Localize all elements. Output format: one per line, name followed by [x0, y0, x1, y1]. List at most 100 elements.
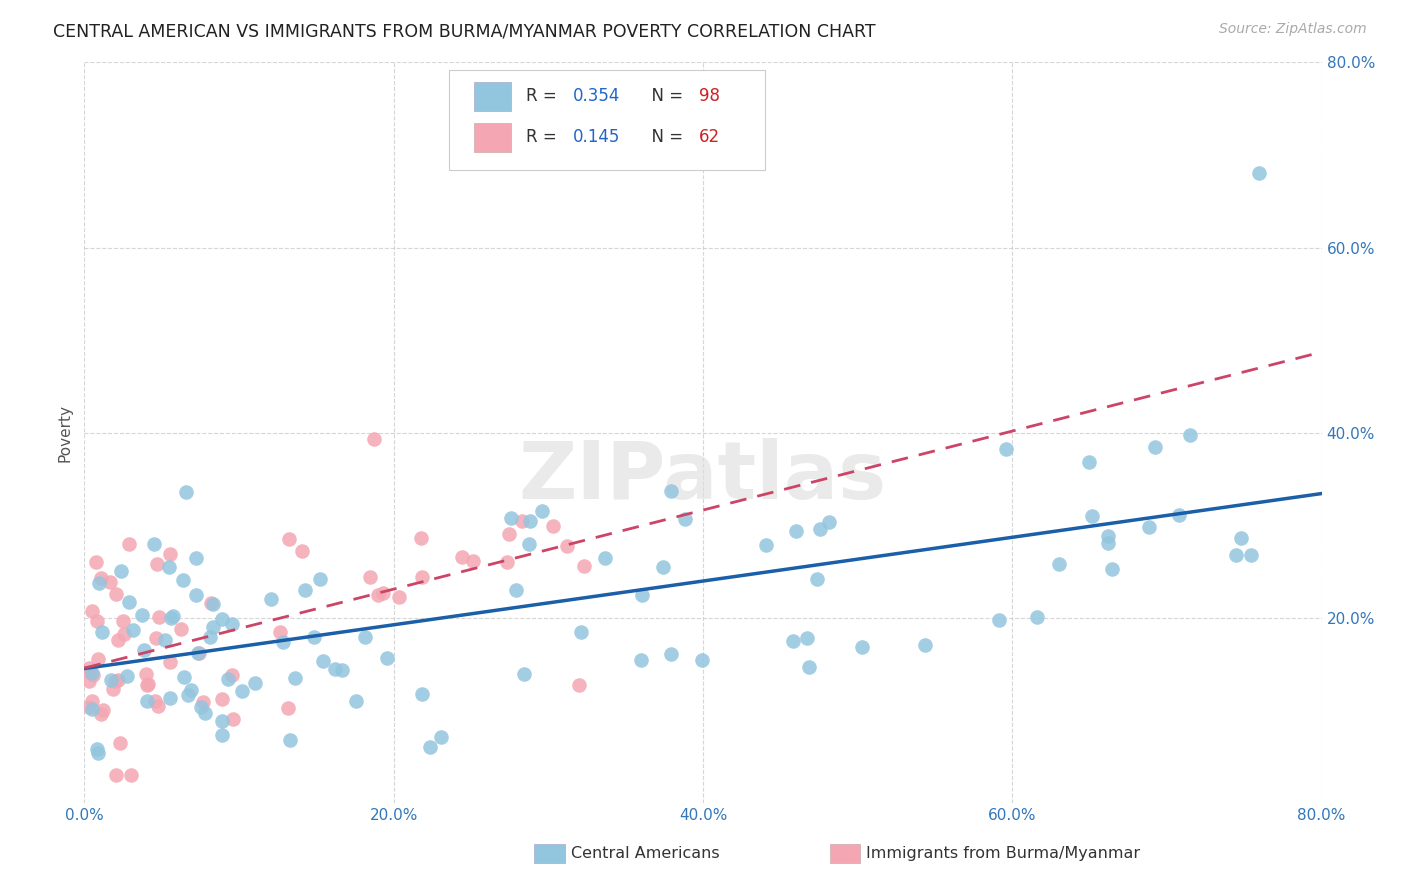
Point: [363, 432, 385, 446]
Point: [198, 630, 221, 644]
Point: [91, 703, 114, 717]
Point: [143, 536, 166, 550]
Point: [134, 642, 156, 657]
Point: [90, 570, 112, 584]
Point: [988, 613, 1011, 627]
Point: [107, 632, 129, 647]
Point: [159, 691, 181, 706]
Point: [173, 670, 195, 684]
Point: [1225, 548, 1247, 562]
Point: [111, 614, 134, 628]
Point: [659, 484, 682, 499]
Text: 0.145: 0.145: [574, 128, 620, 146]
Point: [510, 514, 533, 528]
Point: [271, 635, 294, 649]
Point: [278, 732, 301, 747]
Point: [202, 597, 225, 611]
Point: [1077, 454, 1099, 468]
Point: [513, 667, 536, 681]
Point: [211, 611, 233, 625]
Point: [450, 550, 472, 565]
Point: [755, 538, 778, 552]
Point: [176, 688, 198, 702]
Point: [555, 540, 578, 554]
Point: [785, 524, 807, 538]
Point: [1249, 166, 1271, 180]
Point: [157, 559, 180, 574]
Point: [80, 694, 103, 708]
Point: [501, 510, 523, 524]
Point: [170, 622, 193, 636]
Text: CENTRAL AMERICAN VS IMMIGRANTS FROM BURMA/MYANMAR POVERTY CORRELATION CHART: CENTRAL AMERICAN VS IMMIGRANTS FROM BURM…: [53, 22, 876, 40]
Point: [1143, 440, 1166, 454]
Point: [221, 712, 243, 726]
Point: [91, 625, 114, 640]
Point: [184, 589, 207, 603]
Point: [118, 595, 141, 609]
Point: [630, 653, 652, 667]
Point: [100, 673, 122, 688]
Point: [118, 537, 141, 551]
Point: [200, 596, 222, 610]
Point: [673, 512, 696, 526]
Point: [187, 646, 209, 660]
Point: [461, 554, 484, 568]
Point: [541, 519, 564, 533]
Point: [146, 699, 169, 714]
Point: [201, 620, 224, 634]
Text: N =: N =: [641, 128, 689, 146]
Point: [135, 667, 157, 681]
Point: [82, 702, 104, 716]
Point: [659, 647, 682, 661]
Point: [375, 651, 398, 665]
Point: [419, 739, 441, 754]
Point: [323, 662, 346, 676]
Point: [312, 654, 335, 668]
Text: N =: N =: [641, 87, 689, 105]
Point: [104, 587, 127, 601]
Point: [131, 608, 153, 623]
Point: [1240, 548, 1263, 562]
Point: [194, 706, 217, 720]
Point: [630, 588, 652, 602]
Point: [101, 681, 124, 696]
Point: [90, 707, 112, 722]
FancyBboxPatch shape: [474, 122, 512, 153]
Point: [269, 624, 291, 639]
Point: [1101, 562, 1123, 576]
Point: [191, 695, 214, 709]
Point: [284, 671, 307, 685]
Point: [104, 674, 127, 689]
Text: Source: ZipAtlas.com: Source: ZipAtlas.com: [1219, 22, 1367, 37]
FancyBboxPatch shape: [450, 70, 765, 169]
Point: [1178, 427, 1201, 442]
Point: [243, 676, 266, 690]
Point: [806, 572, 828, 586]
Point: [294, 582, 316, 597]
Point: [411, 570, 433, 584]
Point: [112, 627, 135, 641]
Point: [145, 632, 167, 646]
Point: [330, 663, 353, 677]
Point: [107, 673, 129, 687]
Point: [344, 694, 367, 708]
Point: [519, 514, 541, 528]
Point: [110, 564, 132, 578]
Point: [108, 736, 131, 750]
Point: [80, 604, 103, 618]
Point: [531, 504, 554, 518]
Point: [373, 586, 395, 600]
Point: [1097, 528, 1119, 542]
Point: [851, 640, 873, 654]
Point: [98, 575, 121, 590]
Point: [190, 699, 212, 714]
Text: Central Americans: Central Americans: [571, 847, 720, 861]
Point: [278, 532, 301, 546]
Point: [77, 674, 100, 689]
Point: [652, 559, 675, 574]
Point: [387, 590, 409, 604]
Point: [1097, 536, 1119, 550]
Point: [231, 683, 253, 698]
Point: [82, 666, 104, 681]
Point: [105, 768, 128, 782]
